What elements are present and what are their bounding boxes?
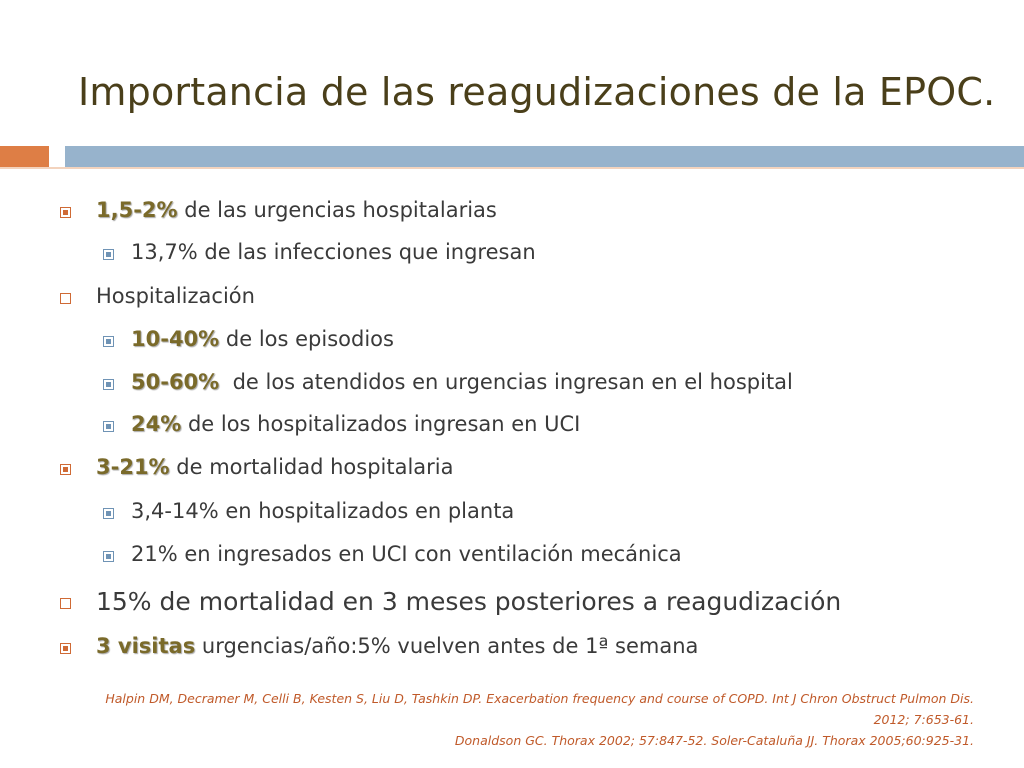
checkbox-filled-icon — [103, 336, 114, 347]
reference-line: Donaldson GC. Thorax 2002; 57:847-52. So… — [454, 733, 974, 748]
bullet-text: 13,7% de las infecciones que ingresan — [131, 240, 536, 264]
bullet-text: de mortalidad hospitalaria — [169, 455, 454, 479]
bullet-text: urgencias/año:5% vuelven antes de 1ª sem… — [195, 634, 699, 658]
bullet-highlight: 24% — [131, 412, 182, 436]
references: Halpin DM, Decramer M, Celli B, Kesten S… — [44, 688, 974, 751]
bullet-highlight: 10-40% — [131, 327, 220, 351]
checkbox-filled-icon — [103, 508, 114, 519]
bullet-text: de los hospitalizados ingresan en UCI — [181, 412, 581, 436]
bullet-text: de las urgencias hospitalarias — [177, 198, 497, 222]
bullet-text: 3,4-14% en hospitalizados en planta — [131, 499, 515, 523]
checkbox-filled-icon — [60, 643, 71, 654]
bullet-text: de los atendidos en urgencias ingresan e… — [219, 370, 793, 394]
bullet-highlight: 50-60% — [131, 370, 220, 394]
title-underbar-blue — [65, 146, 1024, 168]
title-underbar-orange — [0, 146, 49, 168]
bullet-highlight: 1,5-2% — [96, 198, 178, 222]
title-underbar-line — [0, 167, 1024, 169]
bullet-text: de los episodios — [219, 327, 394, 351]
checkbox-empty-icon — [60, 598, 71, 609]
checkbox-filled-icon — [103, 249, 114, 260]
bullet-highlight: 3-21% — [96, 455, 170, 479]
bullet-text: 21% en ingresados en UCI con ventilación… — [131, 542, 682, 566]
checkbox-filled-icon — [103, 379, 114, 390]
checkbox-filled-icon — [60, 464, 71, 475]
checkbox-filled-icon — [60, 207, 71, 218]
reference-line: 2012; 7:653-61. — [873, 712, 974, 727]
checkbox-filled-icon — [103, 551, 114, 562]
checkbox-filled-icon — [103, 421, 114, 432]
bullet-text: Hospitalización — [96, 284, 255, 308]
slide-title: Importancia de las reagudizaciones de la… — [78, 70, 996, 114]
bullet-highlight: 3 visitas — [96, 634, 196, 658]
reference-line: Halpin DM, Decramer M, Celli B, Kesten S… — [105, 691, 974, 706]
checkbox-empty-icon — [60, 293, 71, 304]
bullet-text: 15% de mortalidad en 3 meses posteriores… — [96, 587, 842, 616]
